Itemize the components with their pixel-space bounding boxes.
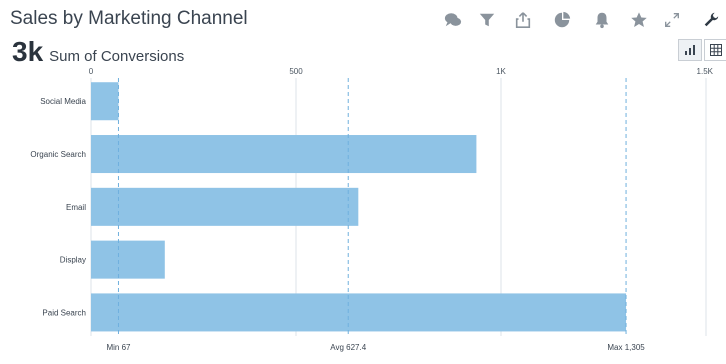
chart-title: Sales by Marketing Channel [10, 8, 248, 29]
bar [91, 135, 477, 174]
wrench-icon[interactable] [700, 9, 722, 31]
table-icon[interactable] [704, 39, 726, 61]
comment-icon[interactable] [442, 9, 464, 31]
kpi-value: 3k [12, 36, 44, 67]
reference-line-label: Avg 627.4 [330, 343, 366, 352]
x-tick-label: 500 [289, 67, 303, 76]
category-label: Display [60, 256, 86, 265]
star-icon[interactable] [628, 9, 650, 31]
bar [91, 82, 119, 121]
category-label: Social Media [40, 97, 86, 106]
category-label: Email [66, 203, 86, 212]
expand-icon[interactable] [661, 9, 683, 31]
x-tick-label: 0 [89, 67, 94, 76]
bar [91, 240, 165, 279]
view-toggle [678, 39, 726, 61]
bar [91, 293, 627, 332]
filter-icon[interactable] [476, 9, 498, 31]
share-icon[interactable] [512, 9, 534, 31]
category-label: Organic Search [30, 150, 86, 159]
reference-line-label: Max 1,305 [607, 343, 645, 352]
bar-chart: 0 500 1K 1.5K Social Media Organic Search Emai… [30, 67, 714, 352]
kpi-label: Sum of Conversions [49, 48, 185, 65]
reference-line-label: Min 67 [106, 343, 131, 352]
toolbar [0, 9, 726, 31]
bell-icon[interactable] [591, 9, 613, 31]
category-label: Paid Search [42, 308, 86, 317]
bar [91, 187, 359, 226]
pie-chart-icon[interactable] [551, 9, 573, 31]
x-tick-label: 1K [496, 67, 506, 76]
kpi: 3k Sum of Conversions [12, 36, 184, 68]
x-tick-label: 1.5K [697, 67, 714, 76]
bar-chart-icon[interactable] [678, 39, 702, 61]
